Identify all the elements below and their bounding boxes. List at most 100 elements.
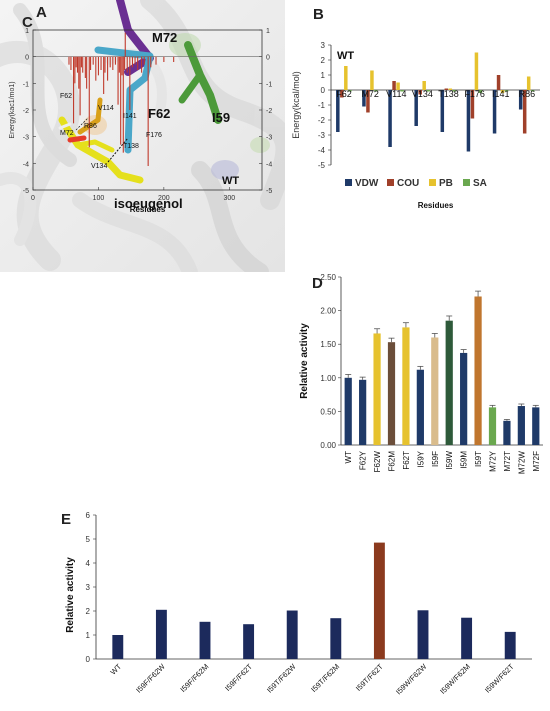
energy-bar [370, 70, 374, 90]
panel-d: D 0.00 0.50 1.00 1.50 2.00 2.50 WT F62Y F62W F62M… [285, 255, 550, 505]
category-label: M72T [503, 451, 512, 472]
category-label: I141 [492, 89, 510, 99]
legend-label: COU [397, 178, 419, 189]
energy-bar [344, 66, 348, 90]
y-tick-label: -2 [318, 116, 326, 125]
y-tick-label: -5 [318, 161, 326, 170]
activity-bar [445, 320, 453, 445]
panel-c-label: C [22, 14, 33, 31]
y-tick-label: -3 [318, 131, 326, 140]
x-axis-label: Residues [418, 201, 454, 210]
category-label: I59T/F62W [265, 661, 298, 694]
activity-bar [517, 406, 525, 445]
energy-bar [414, 90, 418, 126]
energy-bar [448, 88, 453, 90]
activity-bar [373, 333, 381, 445]
y-tick-label: 0 [25, 55, 29, 62]
activity-bar [431, 337, 439, 445]
energy-bar [500, 90, 505, 93]
category-label: I59F [431, 451, 440, 467]
energy-bar [526, 76, 531, 90]
energy-bar [496, 75, 501, 90]
protein-structure-render: M72 F62 I59 isoeugenol [0, 0, 285, 272]
energy-bar [444, 88, 449, 90]
y-tick-label-right: 1 [266, 28, 270, 35]
residue-annotation: T138 [123, 143, 139, 150]
category-label: F62Y [359, 450, 368, 470]
activity-bar [330, 618, 342, 659]
panel-d-label: D [312, 275, 323, 292]
energy-bar [388, 90, 392, 147]
y-tick-label: 2.00 [320, 307, 336, 316]
category-label: M72F [532, 451, 541, 472]
activity-bar [402, 327, 410, 445]
energy-bar [340, 90, 344, 98]
energy-bar [470, 90, 475, 119]
y-tick-label: 1 [25, 28, 29, 35]
category-label: I59Y [416, 450, 425, 467]
energy-bar [422, 81, 426, 90]
energy-bar [392, 81, 396, 90]
category-label: WT [109, 662, 124, 677]
residue-annotation: M72 [60, 130, 74, 137]
category-label: WT [344, 451, 353, 464]
category-label: R86 [519, 89, 536, 99]
y-axis-label: Relative activity [65, 557, 76, 633]
y-axis-label: Energy(kcal/mol) [291, 71, 301, 139]
energy-bar [418, 90, 422, 95]
category-label: V114 [386, 89, 406, 99]
category-label: F176 [464, 89, 485, 99]
energy-bar [336, 90, 340, 132]
x-tick-label: 0 [31, 195, 35, 202]
panel-a-label: A [36, 4, 47, 21]
category-label: I59F/F62W [134, 661, 167, 694]
energy-bar [478, 90, 483, 93]
energy-bar [504, 90, 509, 92]
panel-a: A -5 -5 -4 -4 -3 -3 -2 -2 -1 -1 0 0 1 1 0 100 200 300 F62 M… [0, 0, 280, 220]
residue-annotation: R86 [84, 123, 97, 130]
activity-bar [488, 407, 497, 445]
y-tick-label: 0.00 [320, 441, 336, 450]
activity-bar [112, 635, 124, 659]
activity-bar [359, 379, 367, 445]
panel-e-label: E [61, 511, 72, 528]
y-tick-label: 3 [321, 41, 326, 50]
annotation-leader [107, 137, 129, 163]
activity-bar [416, 369, 424, 445]
y-tick-label: -1 [318, 101, 326, 110]
y-tick-label: -5 [23, 188, 29, 195]
y-tick-label-right: -5 [266, 188, 272, 195]
energy-bar [366, 90, 370, 113]
activity-bar [199, 621, 211, 659]
legend-label: PB [439, 178, 453, 189]
y-tick-label: 4 [86, 559, 91, 568]
panel-a-chart: -5 -5 -4 -4 -3 -3 -2 -2 -1 -1 0 0 1 1 0 100 200 300 F62 M72… [9, 28, 272, 214]
residue-annotation: V114 [98, 105, 114, 112]
y-tick-label-right: -1 [266, 81, 272, 88]
energy-bar [474, 52, 479, 90]
y-tick-label-right: 0 [266, 55, 270, 62]
panel-b-label: B [313, 6, 324, 23]
residue-annotation: F176 [146, 132, 162, 139]
y-tick-label-right: -4 [266, 161, 272, 168]
category-label: I59W [445, 451, 454, 470]
residue-m72-stick [116, 0, 154, 76]
legend-swatch [429, 179, 436, 186]
y-axis-label: Energy(kac1/mo1) [9, 81, 16, 138]
energy-bar [362, 90, 366, 107]
plot-frame [32, 29, 263, 191]
energy-bar [374, 90, 378, 92]
activity-bar [504, 631, 516, 659]
energy-bar [426, 90, 430, 92]
panel-e: E 0 1 2 3 4 5 6 WT I59F/F62W I59F/F62M I59F/F62T I5… [40, 505, 540, 706]
annotation-leader [75, 117, 89, 131]
category-label: V134 [412, 89, 433, 99]
category-label: I59W/F62M [438, 662, 472, 696]
category-label: M72W [517, 451, 526, 475]
x-tick-label: 200 [158, 195, 170, 202]
category-label: I59F/F62T [223, 662, 254, 693]
category-label: F62T [402, 451, 411, 470]
category-label: I59T/F62M [309, 662, 341, 694]
y-tick-label-right: -2 [266, 108, 272, 115]
label-f62: F62 [148, 106, 170, 121]
